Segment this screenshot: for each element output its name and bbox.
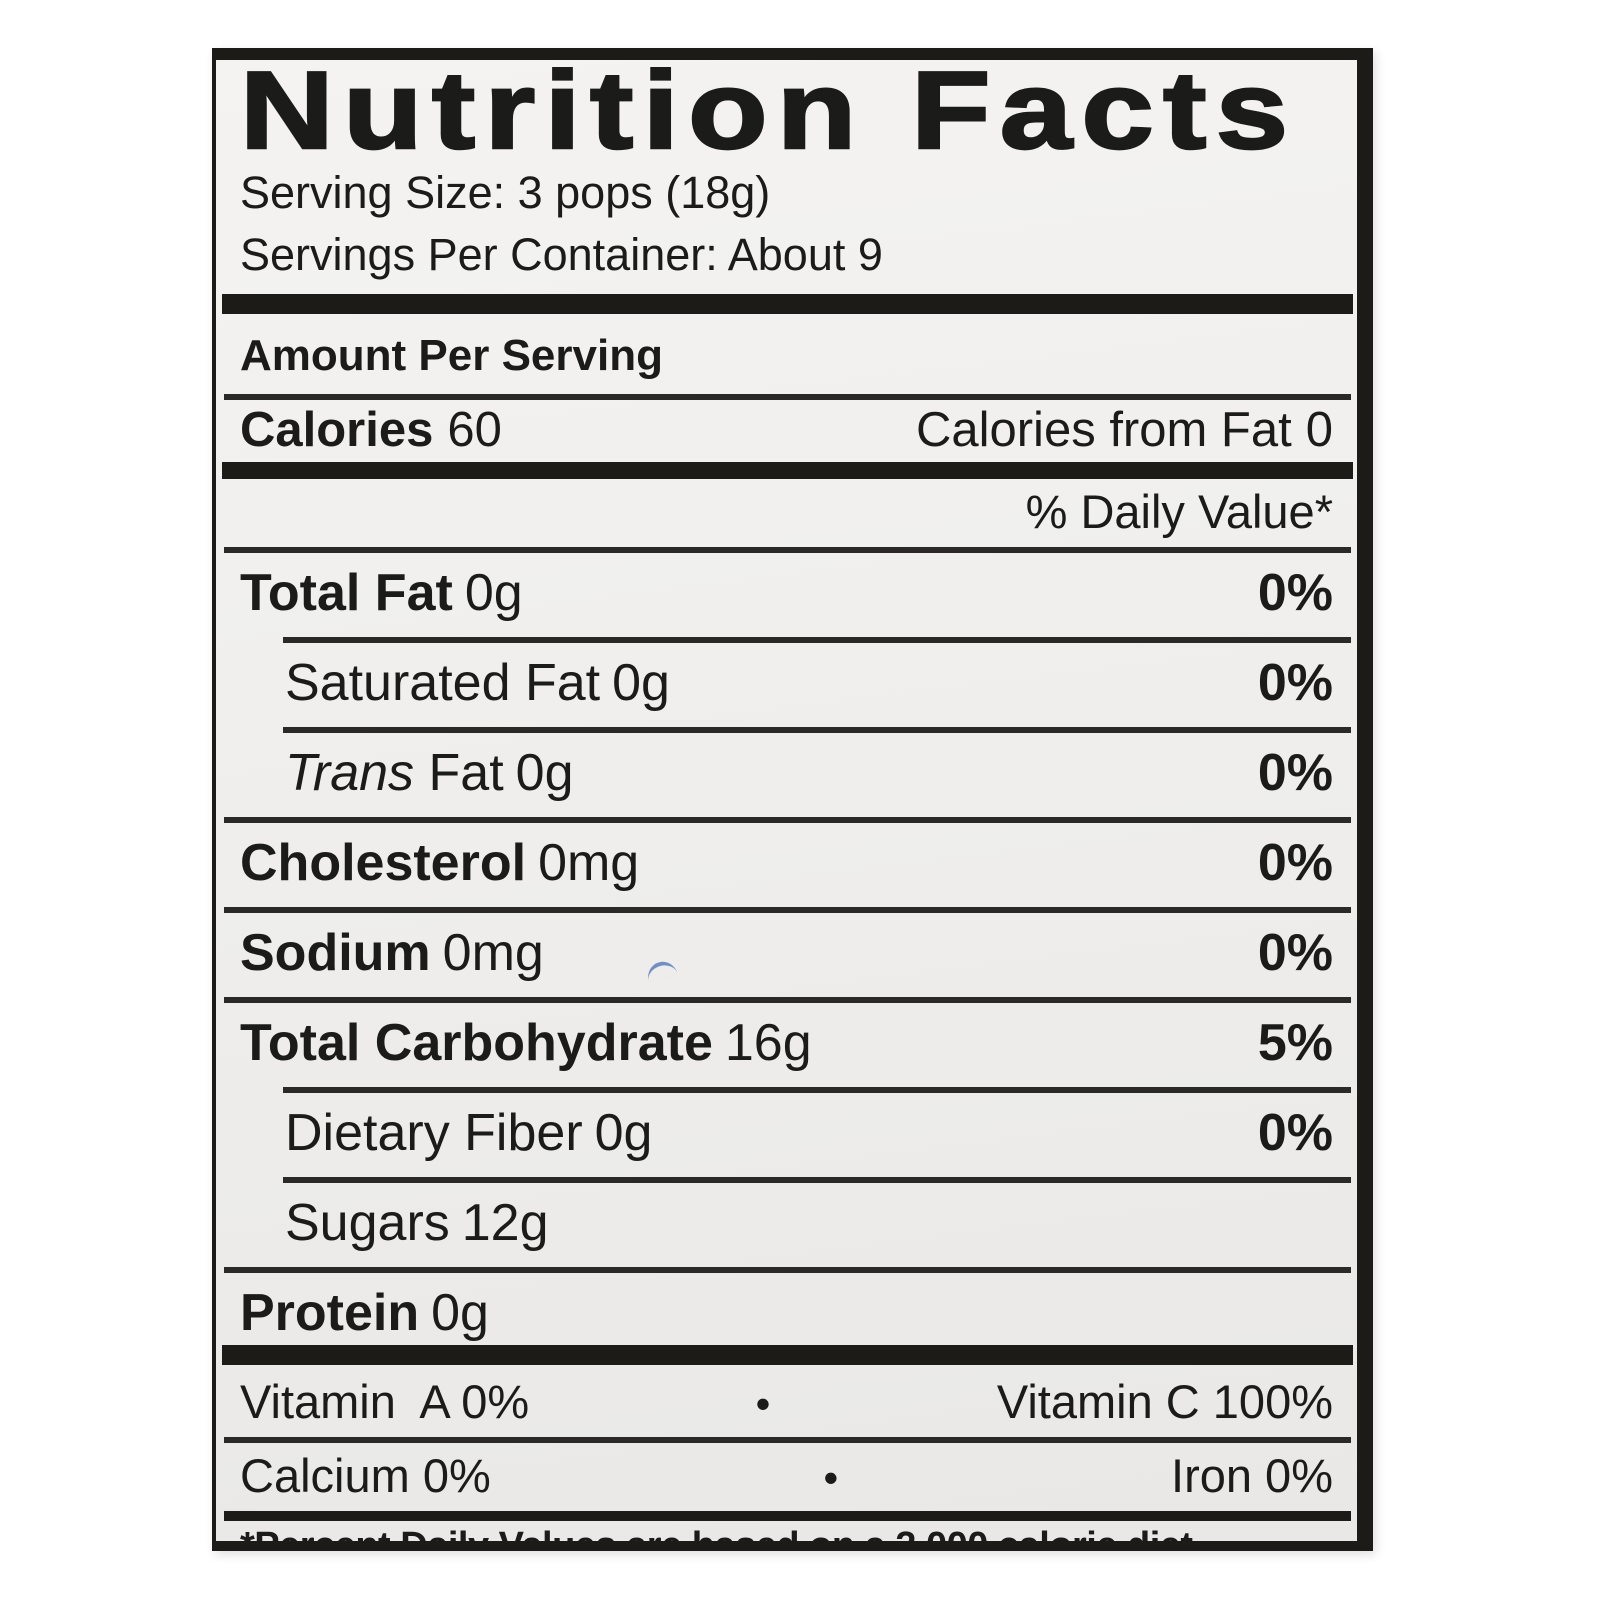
- nutrient-amount: 0mg: [442, 924, 544, 982]
- nutrient-daily-value: 0%: [1257, 744, 1333, 802]
- bullet-separator: •: [755, 1380, 771, 1427]
- thick-divider-header: [222, 294, 1353, 314]
- micronutrient-left: Vitamin A 0%: [240, 1375, 530, 1428]
- hairline-divider: [224, 1267, 1351, 1273]
- nutrient-amount: 0g: [515, 744, 574, 802]
- micronutrient-right: Iron 0%: [1171, 1449, 1333, 1502]
- calories-left: Calories 60: [240, 402, 502, 458]
- nutrient-daily-value: 0%: [1257, 1104, 1333, 1162]
- label-title: Nutrition Facts: [239, 49, 1298, 172]
- nutrient-name: Trans Fat 0g: [285, 744, 574, 802]
- nutrient-daily-value: 0%: [1257, 654, 1333, 712]
- hairline-divider: [224, 547, 1351, 553]
- nutrient-amount: 12g: [461, 1194, 549, 1252]
- nutrient-row: Trans Fat 0g 0%: [216, 733, 1357, 823]
- bullet-separator: •: [823, 1454, 839, 1501]
- nutrient-name: Protein 0g: [240, 1284, 489, 1342]
- servings-per-container-line: Servings Per Container: About 9: [240, 229, 883, 280]
- nutrient-amount: 0g: [612, 654, 670, 712]
- nutrient-name: Dietary Fiber 0g: [285, 1104, 653, 1162]
- nutrient-name-italic-prefix: Trans: [285, 744, 415, 802]
- medium-divider: [224, 1511, 1351, 1521]
- calories-from-fat-value: 0: [1305, 403, 1333, 457]
- micronutrient-row: Calcium 0% • Iron 0%: [216, 1443, 1357, 1505]
- nutrient-amount: 16g: [724, 1014, 812, 1072]
- nutrient-amount: 0g: [464, 564, 523, 622]
- hairline-divider: [224, 1437, 1351, 1443]
- micronutrient-left: Calcium 0%: [240, 1449, 491, 1502]
- hairline-divider: [224, 394, 1351, 400]
- nutrient-row: Cholesterol 0mg 0%: [216, 823, 1357, 913]
- nutrient-row: Sodium 0mg 0%: [216, 913, 1357, 1003]
- calories-row: Calories 60 Calories from Fat 0: [216, 400, 1357, 458]
- nutrition-facts-label: Nutrition Facts Serving Size: 3 pops (18…: [212, 48, 1373, 1551]
- calories-from-fat: Calories from Fat 0: [916, 402, 1333, 458]
- nutrient-rows: Total Fat 0g 0% Saturated Fat 0g 0% Trans Fat 0…: [216, 553, 1357, 1341]
- nutrient-row: Protein 0g: [216, 1273, 1357, 1341]
- calories-label: Calories: [240, 403, 434, 457]
- nutrient-line: Sugars 12g: [216, 1183, 1357, 1251]
- nutrient-daily-value: 0%: [1257, 924, 1333, 982]
- nutrient-line: Cholesterol 0mg 0%: [216, 823, 1357, 891]
- nutrient-name: Sugars 12g: [285, 1194, 549, 1252]
- nutrient-row: Dietary Fiber 0g 0%: [216, 1093, 1357, 1183]
- amount-per-serving-heading: Amount Per Serving: [240, 331, 663, 380]
- thick-divider-calories: [222, 462, 1353, 479]
- micronutrient-right: Vitamin C 100%: [996, 1375, 1333, 1428]
- nutrient-daily-value: 5%: [1257, 1014, 1333, 1072]
- hairline-divider: [224, 907, 1351, 913]
- hairline-divider: [283, 1177, 1351, 1183]
- hairline-divider: [283, 727, 1351, 733]
- daily-value-heading: % Daily Value*: [1025, 485, 1333, 538]
- nutrient-row: Saturated Fat 0g 0%: [216, 643, 1357, 733]
- nutrient-line: Protein 0g: [216, 1273, 1357, 1341]
- nutrient-line: Trans Fat 0g 0%: [216, 733, 1357, 801]
- nutrient-daily-value: 0%: [1257, 564, 1333, 622]
- nutrient-line: Saturated Fat 0g 0%: [216, 643, 1357, 711]
- nutrient-line: Total Fat 0g 0%: [216, 553, 1357, 621]
- calories-from-fat-label: Calories from Fat: [915, 403, 1292, 457]
- nutrient-name: Total Carbohydrate 16g: [240, 1014, 812, 1072]
- hairline-divider: [283, 637, 1351, 643]
- nutrient-line: Sodium 0mg 0%: [216, 913, 1357, 981]
- nutrient-amount: 0mg: [538, 834, 640, 892]
- nutrient-amount: 0g: [431, 1284, 489, 1342]
- nutrient-name: Cholesterol 0mg: [240, 834, 640, 892]
- hairline-divider: [224, 997, 1351, 1003]
- nutrient-line: Total Carbohydrate 16g 5%: [216, 1003, 1357, 1071]
- nutrient-name: Sodium 0mg: [240, 924, 544, 982]
- nutrient-daily-value: 0%: [1257, 834, 1333, 892]
- nutrient-line: Dietary Fiber 0g 0%: [216, 1093, 1357, 1161]
- thick-divider-protein: [222, 1345, 1353, 1365]
- nutrient-amount: 0g: [594, 1104, 653, 1162]
- footnote: *Percent Daily Values are based on a 2,0…: [240, 1525, 1203, 1551]
- nutrient-row: Total Fat 0g 0%: [216, 553, 1357, 643]
- hairline-divider: [224, 817, 1351, 823]
- nutrient-name: Saturated Fat 0g: [285, 654, 670, 712]
- micronutrient-rows: Vitamin A 0% • Vitamin C 100% Calcium 0% • Ir…: [216, 1365, 1357, 1505]
- nutrient-row: Total Carbohydrate 16g 5%: [216, 1003, 1357, 1093]
- micronutrient-row: Vitamin A 0% • Vitamin C 100%: [216, 1365, 1357, 1431]
- nutrient-row: Sugars 12g: [216, 1183, 1357, 1273]
- nutrient-name: Total Fat 0g: [240, 564, 523, 622]
- hairline-divider: [283, 1087, 1351, 1093]
- calories-value: 60: [447, 403, 502, 457]
- serving-size-line: Serving Size: 3 pops (18g): [240, 167, 771, 218]
